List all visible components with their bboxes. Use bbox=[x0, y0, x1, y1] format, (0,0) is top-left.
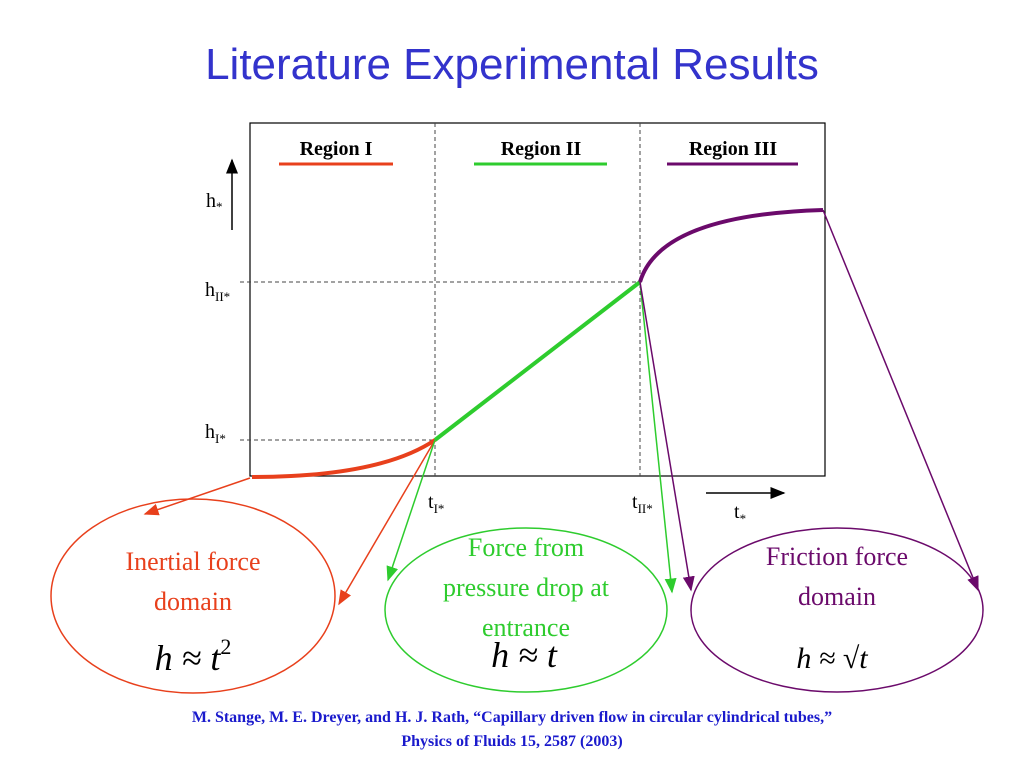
y-tick-h-I: hI* bbox=[205, 421, 226, 446]
arrow-purple-2 bbox=[822, 209, 979, 592]
domain-ellipse-pressure bbox=[384, 527, 668, 693]
domain-pressure-formula: h ≈ t bbox=[491, 635, 558, 675]
plot-frame bbox=[249, 122, 826, 477]
curve-region-3 bbox=[638, 208, 824, 283]
region-label-3: Region III bbox=[689, 138, 778, 160]
region-label-2: Region II bbox=[501, 138, 582, 160]
arrow-purple-1 bbox=[639, 281, 695, 592]
curve-region-1 bbox=[251, 438, 437, 479]
arrow-red-1 bbox=[143, 477, 251, 516]
domain-inertial-line1: Inertial force bbox=[126, 547, 261, 576]
domain-pressure-line3: entrance bbox=[482, 613, 570, 642]
arrow-green-2 bbox=[639, 281, 677, 594]
y-tick-h-II: hII* bbox=[205, 279, 230, 304]
domain-friction-formula: h ≈ √t bbox=[796, 642, 868, 675]
x-tick-t-I: tI* bbox=[428, 491, 444, 516]
domain-pressure-line2: pressure drop at bbox=[443, 573, 610, 602]
citation-line-1: M. Stange, M. E. Dreyer, and H. J. Rath,… bbox=[191, 709, 833, 726]
arrow-green-1 bbox=[386, 439, 436, 582]
curve-region-2 bbox=[433, 280, 642, 442]
region-label-1: Region I bbox=[300, 138, 373, 160]
domain-friction-line2: domain bbox=[798, 582, 876, 611]
slide-title: Literature Experimental Results bbox=[205, 40, 819, 89]
y-axis-label: h* bbox=[206, 190, 223, 214]
domain-ellipse-friction bbox=[690, 527, 984, 693]
x-tick-t-II: tII* bbox=[632, 491, 653, 516]
domain-friction-line1: Friction force bbox=[766, 542, 908, 571]
domain-inertial-formula: h ≈ t2 bbox=[155, 634, 232, 678]
citation: M. Stange, M. E. Dreyer, and H. J. Rath,… bbox=[20, 706, 1004, 754]
x-axis-label: t* bbox=[734, 501, 746, 526]
domain-ellipse-inertial bbox=[50, 498, 336, 694]
citation-line-2: Physics of Fluids 15, 2587 (2003) bbox=[401, 733, 623, 750]
domain-pressure-line1: Force from bbox=[468, 533, 584, 562]
arrow-red-2 bbox=[338, 439, 436, 606]
domain-inertial-line2: domain bbox=[154, 587, 232, 616]
